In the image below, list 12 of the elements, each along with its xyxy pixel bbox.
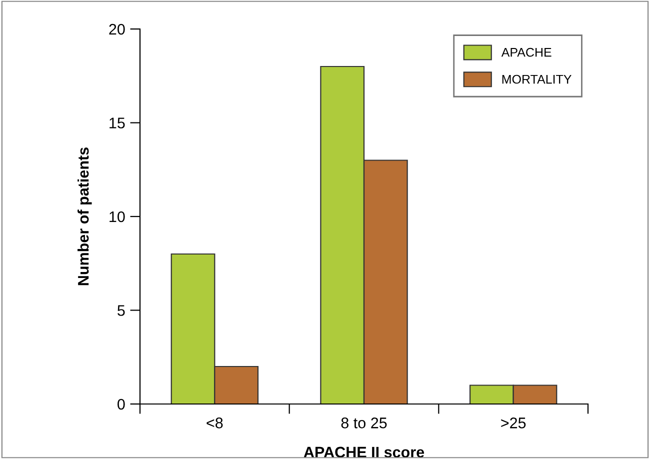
y-tick-label: 10 (110, 211, 125, 222)
x-tick-label: <8 (206, 418, 223, 428)
y-tick-label: 20 (109, 24, 125, 35)
legend-label: MORTALITY (502, 74, 572, 84)
y-tick-label: 15 (110, 118, 125, 128)
y-tick-label: 0 (118, 398, 125, 410)
y-tick-label: 5 (118, 305, 125, 316)
x-tick-label: >25 (501, 418, 526, 428)
legend-label: APACHE (501, 48, 552, 57)
x-tick-label: 8 to 25 (341, 418, 387, 428)
x-axis-title: APACHE II score (304, 446, 424, 458)
y-axis-title: Number of patients (78, 148, 92, 286)
